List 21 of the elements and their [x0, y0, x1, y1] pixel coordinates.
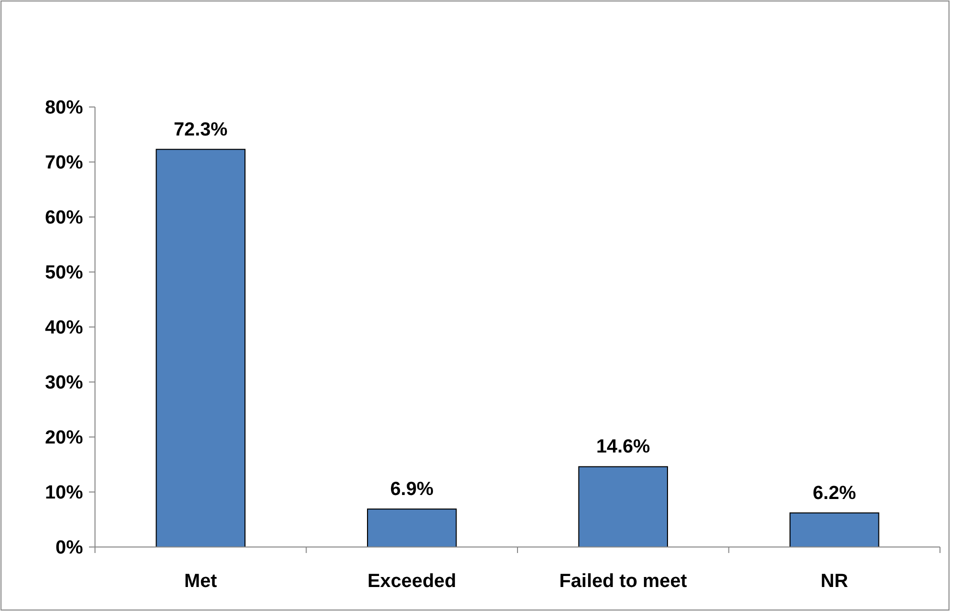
y-tick-label: 20%: [44, 428, 84, 449]
y-tick-label: 0%: [56, 538, 84, 559]
y-tick-label: 80%: [44, 98, 84, 119]
x-tick-label: Exceeded: [368, 571, 456, 592]
bar: [367, 508, 457, 548]
x-tick-label: Failed to meet: [559, 571, 688, 592]
data-label: 6.2%: [812, 482, 856, 504]
x-tick-label: NR: [820, 571, 848, 592]
y-tick-label: 70%: [44, 152, 84, 174]
y-tick-label: 40%: [44, 318, 84, 339]
y-tick-label: 50%: [44, 262, 84, 284]
y-tick-label: 10%: [44, 482, 84, 504]
y-tick-label: 60%: [44, 208, 84, 229]
y-tick-label: 30%: [44, 372, 84, 394]
bar: [578, 466, 668, 548]
data-label: 14.6%: [596, 436, 650, 458]
bar: [156, 148, 246, 548]
x-tick-label: Met: [184, 571, 218, 592]
data-label: 72.3%: [174, 119, 228, 140]
bar: [790, 512, 880, 548]
data-label: 6.9%: [390, 479, 434, 500]
